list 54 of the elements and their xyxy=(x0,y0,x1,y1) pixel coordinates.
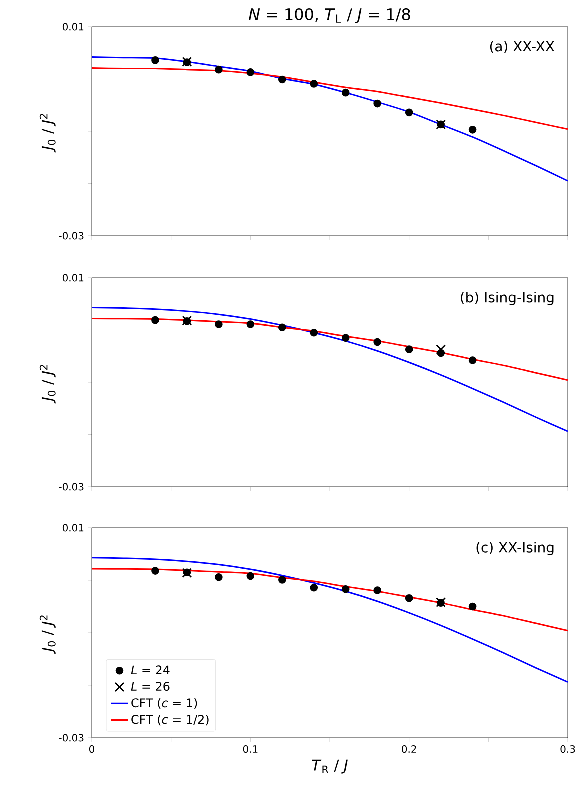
point xyxy=(468,602,477,611)
point xyxy=(342,334,350,342)
point xyxy=(342,88,350,97)
point xyxy=(310,328,318,337)
point xyxy=(468,126,477,134)
line-series xyxy=(91,557,569,684)
x-tick-label: 0.1 xyxy=(243,746,258,754)
line-series xyxy=(91,307,569,432)
point xyxy=(405,594,414,602)
legend-label: L = 24 xyxy=(131,666,170,675)
point xyxy=(436,344,446,355)
point xyxy=(278,76,286,84)
y-tick-label: -0.03 xyxy=(59,483,84,491)
point xyxy=(246,320,254,328)
legend-label: CFT (c = 1) xyxy=(132,698,198,710)
annotation: (b) Ising-Ising xyxy=(460,292,554,306)
line-series xyxy=(91,56,569,182)
point xyxy=(342,586,350,594)
x-tick-label: 0 xyxy=(89,746,94,754)
point xyxy=(151,316,160,324)
line-series xyxy=(91,568,569,632)
point xyxy=(246,68,254,76)
point xyxy=(278,576,286,584)
y-tick-label: 0.01 xyxy=(62,524,84,532)
legend-label: L = 26 xyxy=(131,682,170,692)
point xyxy=(374,100,382,108)
annotation: (c) XX-Ising xyxy=(476,542,554,556)
point xyxy=(214,320,223,328)
point xyxy=(214,573,223,582)
legend-label: CFT (c = 1/2) xyxy=(132,714,209,726)
point xyxy=(214,66,223,74)
point xyxy=(278,324,286,332)
y-tick-label: -0.03 xyxy=(59,232,84,240)
point xyxy=(151,567,160,575)
point xyxy=(374,338,382,346)
y-axis-title: J$_{0}$ /J$^{2}$ xyxy=(40,365,56,404)
y-tick-label: -0.03 xyxy=(59,734,84,742)
y-axis-title: J$_{0}$ /J$^{2}$ xyxy=(40,616,56,654)
x-tick-label: 0.2 xyxy=(402,746,416,754)
y-tick-label: 0.01 xyxy=(62,23,84,31)
point xyxy=(405,108,414,117)
x-tick-label: 0.3 xyxy=(560,746,576,754)
point xyxy=(310,80,318,88)
y-axis-title: J$_{0}$ /J$^{2}$ xyxy=(40,114,56,153)
chart-title: N = 100, T$_{L}$ /J = 1/8 xyxy=(248,8,410,24)
x-axis-title: T$_{R}$ /J xyxy=(312,760,348,774)
point xyxy=(246,572,254,580)
y-tick-label: 0.01 xyxy=(62,274,84,282)
point xyxy=(151,56,160,64)
point xyxy=(405,346,414,354)
point xyxy=(310,584,318,592)
point xyxy=(374,586,382,594)
point xyxy=(468,356,477,364)
annotation: (a) XX-XX xyxy=(490,40,554,54)
